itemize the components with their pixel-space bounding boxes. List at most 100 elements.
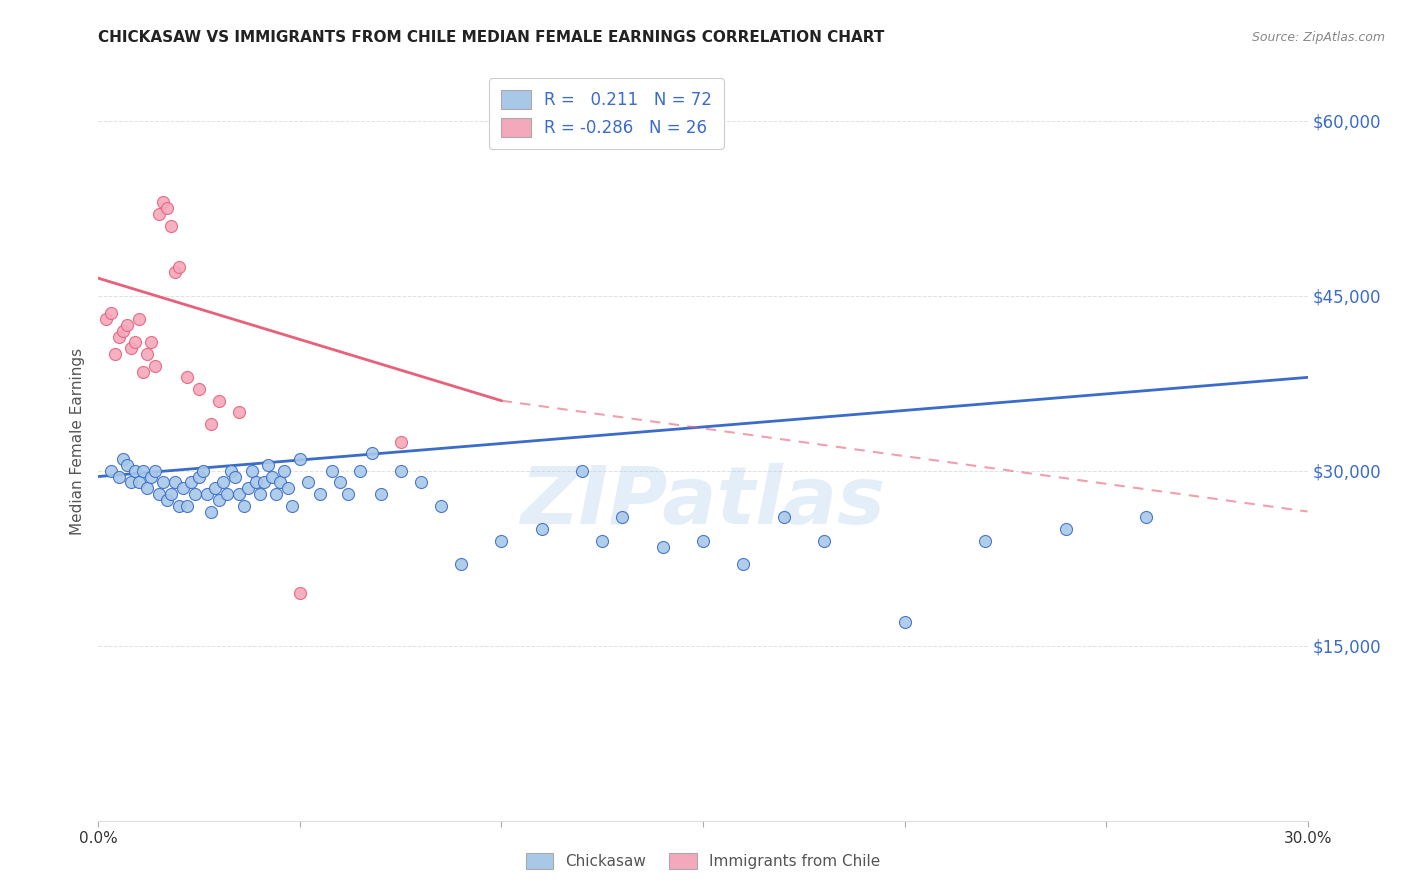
Point [111,452,134,467]
Point [156,492,179,507]
Point [349,464,371,478]
Point [530,522,553,536]
Point [288,452,311,467]
Point [152,475,174,490]
Text: ZIPatlas: ZIPatlas [520,463,886,541]
Point [260,469,283,483]
Point [176,370,198,384]
Point [204,481,226,495]
Point [163,265,186,279]
Point [450,557,472,571]
Point [172,481,194,495]
Point [139,469,162,483]
Point [128,312,150,326]
Point [200,504,222,518]
Point [1054,522,1077,536]
Point [430,499,453,513]
Point [160,487,183,501]
Point [228,487,250,501]
Point [240,464,263,478]
Point [772,510,794,524]
Point [195,487,218,501]
Legend: R =   0.211   N = 72, R = -0.286   N = 26: R = 0.211 N = 72, R = -0.286 N = 26 [489,78,724,149]
Y-axis label: Median Female Earnings: Median Female Earnings [69,348,84,535]
Point [193,464,215,478]
Point [228,405,250,419]
Point [163,475,186,490]
Point [148,487,170,501]
Point [103,347,125,361]
Point [389,464,412,478]
Point [176,499,198,513]
Point [269,475,291,490]
Point [208,492,231,507]
Point [212,475,235,490]
Point [139,335,162,350]
Point [264,487,287,501]
Point [188,469,211,483]
Point [309,487,332,501]
Point [180,475,202,490]
Point [893,615,915,630]
Point [115,458,138,472]
Point [277,481,299,495]
Point [232,499,254,513]
Point [321,464,343,478]
Point [974,533,997,548]
Point [217,487,239,501]
Point [409,475,432,490]
Point [361,446,384,460]
Point [329,475,352,490]
Point [124,464,146,478]
Text: Source: ZipAtlas.com: Source: ZipAtlas.com [1251,31,1385,45]
Point [236,481,259,495]
Point [167,499,190,513]
Point [337,487,360,501]
Point [143,359,166,373]
Text: CHICKASAW VS IMMIGRANTS FROM CHILE MEDIAN FEMALE EARNINGS CORRELATION CHART: CHICKASAW VS IMMIGRANTS FROM CHILE MEDIA… [98,29,884,45]
Point [389,434,412,449]
Point [100,306,122,320]
Point [692,533,714,548]
Point [156,201,179,215]
Point [208,393,231,408]
Point [135,481,157,495]
Point [107,469,129,483]
Point [281,499,304,513]
Point [115,318,138,332]
Point [143,464,166,478]
Point [132,365,155,379]
Point [184,487,207,501]
Point [273,464,295,478]
Point [491,533,513,548]
Point [135,347,157,361]
Point [107,329,129,343]
Point [253,475,276,490]
Legend: Chickasaw, Immigrants from Chile: Chickasaw, Immigrants from Chile [520,847,886,875]
Point [245,475,267,490]
Point [224,469,246,483]
Point [200,417,222,431]
Point [612,510,634,524]
Point [1135,510,1157,524]
Point [120,341,142,355]
Point [120,475,142,490]
Point [100,464,122,478]
Point [288,586,311,600]
Point [651,540,673,554]
Point [128,475,150,490]
Point [591,533,613,548]
Point [96,312,118,326]
Point [148,207,170,221]
Point [132,464,155,478]
Point [256,458,278,472]
Point [124,335,146,350]
Point [111,324,134,338]
Point [370,487,392,501]
Point [571,464,593,478]
Point [249,487,271,501]
Point [160,219,183,233]
Point [297,475,319,490]
Point [733,557,755,571]
Point [188,382,211,396]
